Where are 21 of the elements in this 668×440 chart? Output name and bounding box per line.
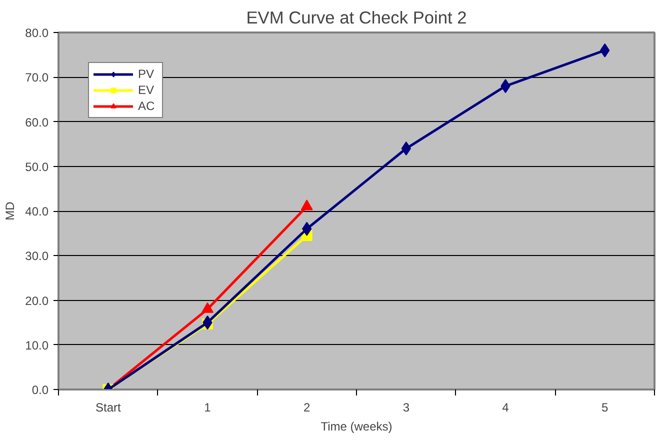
y-tick-label: 60.0 (25, 115, 49, 130)
legend-label: AC (138, 99, 156, 113)
x-tick-label: 4 (502, 400, 510, 414)
x-axis-title: Time (weeks) (320, 420, 392, 434)
x-tick-label: 2 (303, 400, 310, 414)
y-tick-label: 70.0 (25, 70, 49, 85)
chart-title: EVM Curve at Check Point 2 (246, 8, 467, 28)
x-tick-label: Start (95, 400, 122, 414)
y-tick-label: 20.0 (25, 294, 49, 308)
x-tick-label: 1 (204, 400, 212, 414)
y-tick-label: 30.0 (25, 249, 49, 264)
y-tick-label: 50.0 (25, 160, 49, 174)
legend-label: PV (138, 67, 156, 81)
legend-label: EV (138, 83, 156, 97)
y-tick-label: 80.0 (25, 26, 49, 40)
y-tick-label: 10.0 (25, 338, 49, 352)
x-tick-label: 3 (402, 400, 410, 414)
y-tick-label: 40.0 (25, 204, 49, 218)
y-axis-title: MD (3, 201, 18, 220)
x-tick-label: 5 (601, 400, 608, 414)
y-tick-label: 0.0 (32, 383, 49, 397)
